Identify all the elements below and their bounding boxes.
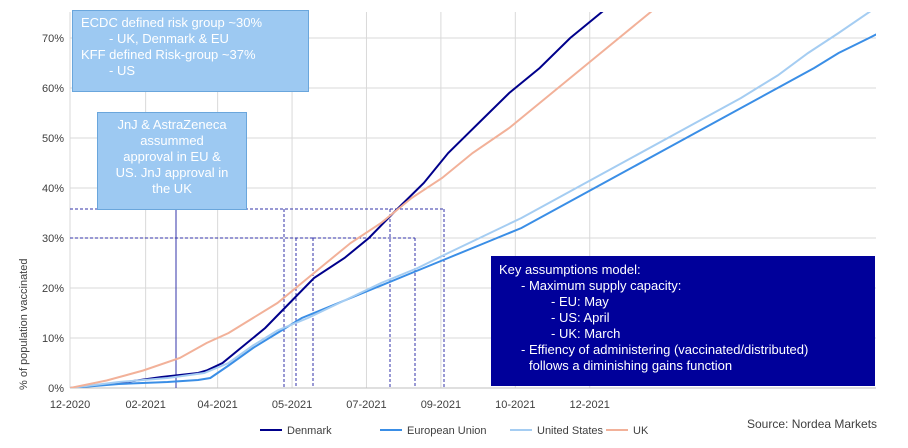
y-axis-label: % of population vaccinated (18, 259, 30, 390)
model-line-7: follows a diminishing gains function (529, 358, 733, 373)
x-tick-label: 05-2021 (272, 399, 312, 411)
legend-label: European Union (407, 425, 487, 437)
y-tick-label: 10% (42, 333, 64, 345)
series-line-uk (70, 12, 653, 388)
risk-line-2: - UK, Denmark & EU (109, 31, 229, 46)
jnj-line-1: JnJ & AstraZeneca (117, 117, 227, 132)
key-assumptions-annotation: Key assumptions model: - Maximum supply … (491, 256, 875, 386)
y-tick-label: 60% (42, 83, 64, 95)
model-line-2: - Maximum supply capacity: (521, 278, 682, 293)
jnj-approval-annotation: JnJ & AstraZeneca assummed approval in E… (97, 112, 247, 210)
model-line-5: - UK: March (551, 326, 621, 341)
risk-line-1: ECDC defined risk group ~30% (81, 15, 263, 30)
risk-line-3: KFF defined Risk-group ~37% (81, 47, 256, 62)
legend-label: UK (633, 425, 649, 437)
x-tick-label: 12-2020 (50, 399, 90, 411)
x-tick-labels: 12-2020 02-2021 04-2021 05-2021 07-2021 09-20… (50, 399, 610, 411)
guide-lines (70, 208, 445, 388)
x-tick-label: 02-2021 (125, 399, 165, 411)
model-line-6: - Effiency of administering (vaccinated/… (521, 342, 809, 357)
jnj-line-3: approval in EU & (123, 149, 221, 164)
y-tick-labels: 0% 10% 20% 30% 40% 50% 60% 70% (42, 33, 64, 395)
series-line-denmark (70, 12, 604, 388)
x-tick-label: 09-2021 (421, 399, 461, 411)
y-tick-label: 0% (48, 383, 64, 395)
model-line-3: - EU: May (551, 294, 609, 309)
y-tick-label: 30% (42, 233, 64, 245)
jnj-line-2: assummed (140, 133, 204, 148)
y-tick-label: 70% (42, 33, 64, 45)
series-line-european-union (70, 33, 876, 388)
x-tick-label: 10-2021 (495, 399, 535, 411)
y-tick-label: 40% (42, 183, 64, 195)
legend-label: Denmark (287, 425, 332, 437)
jnj-line-5: the UK (152, 181, 192, 196)
series-lines (70, 12, 876, 388)
x-tick-label: 04-2021 (197, 399, 237, 411)
source-note: Source: Nordea Markets (747, 417, 877, 431)
x-tick-label: 07-2021 (346, 399, 386, 411)
risk-line-4: - US (109, 63, 135, 78)
legend-label: United States (537, 425, 604, 437)
y-tick-label: 50% (42, 133, 64, 145)
legend: Denmark European Union United States UK (260, 425, 649, 437)
model-line-4: - US: April (551, 310, 610, 325)
risk-group-annotation: ECDC defined risk group ~30% - UK, Denma… (72, 10, 309, 92)
jnj-line-4: US. JnJ approval in (115, 165, 229, 180)
series-line-united-states (70, 12, 872, 388)
x-tick-label: 12-2021 (570, 399, 610, 411)
model-line-1: Key assumptions model: (499, 262, 641, 277)
y-tick-label: 20% (42, 283, 64, 295)
